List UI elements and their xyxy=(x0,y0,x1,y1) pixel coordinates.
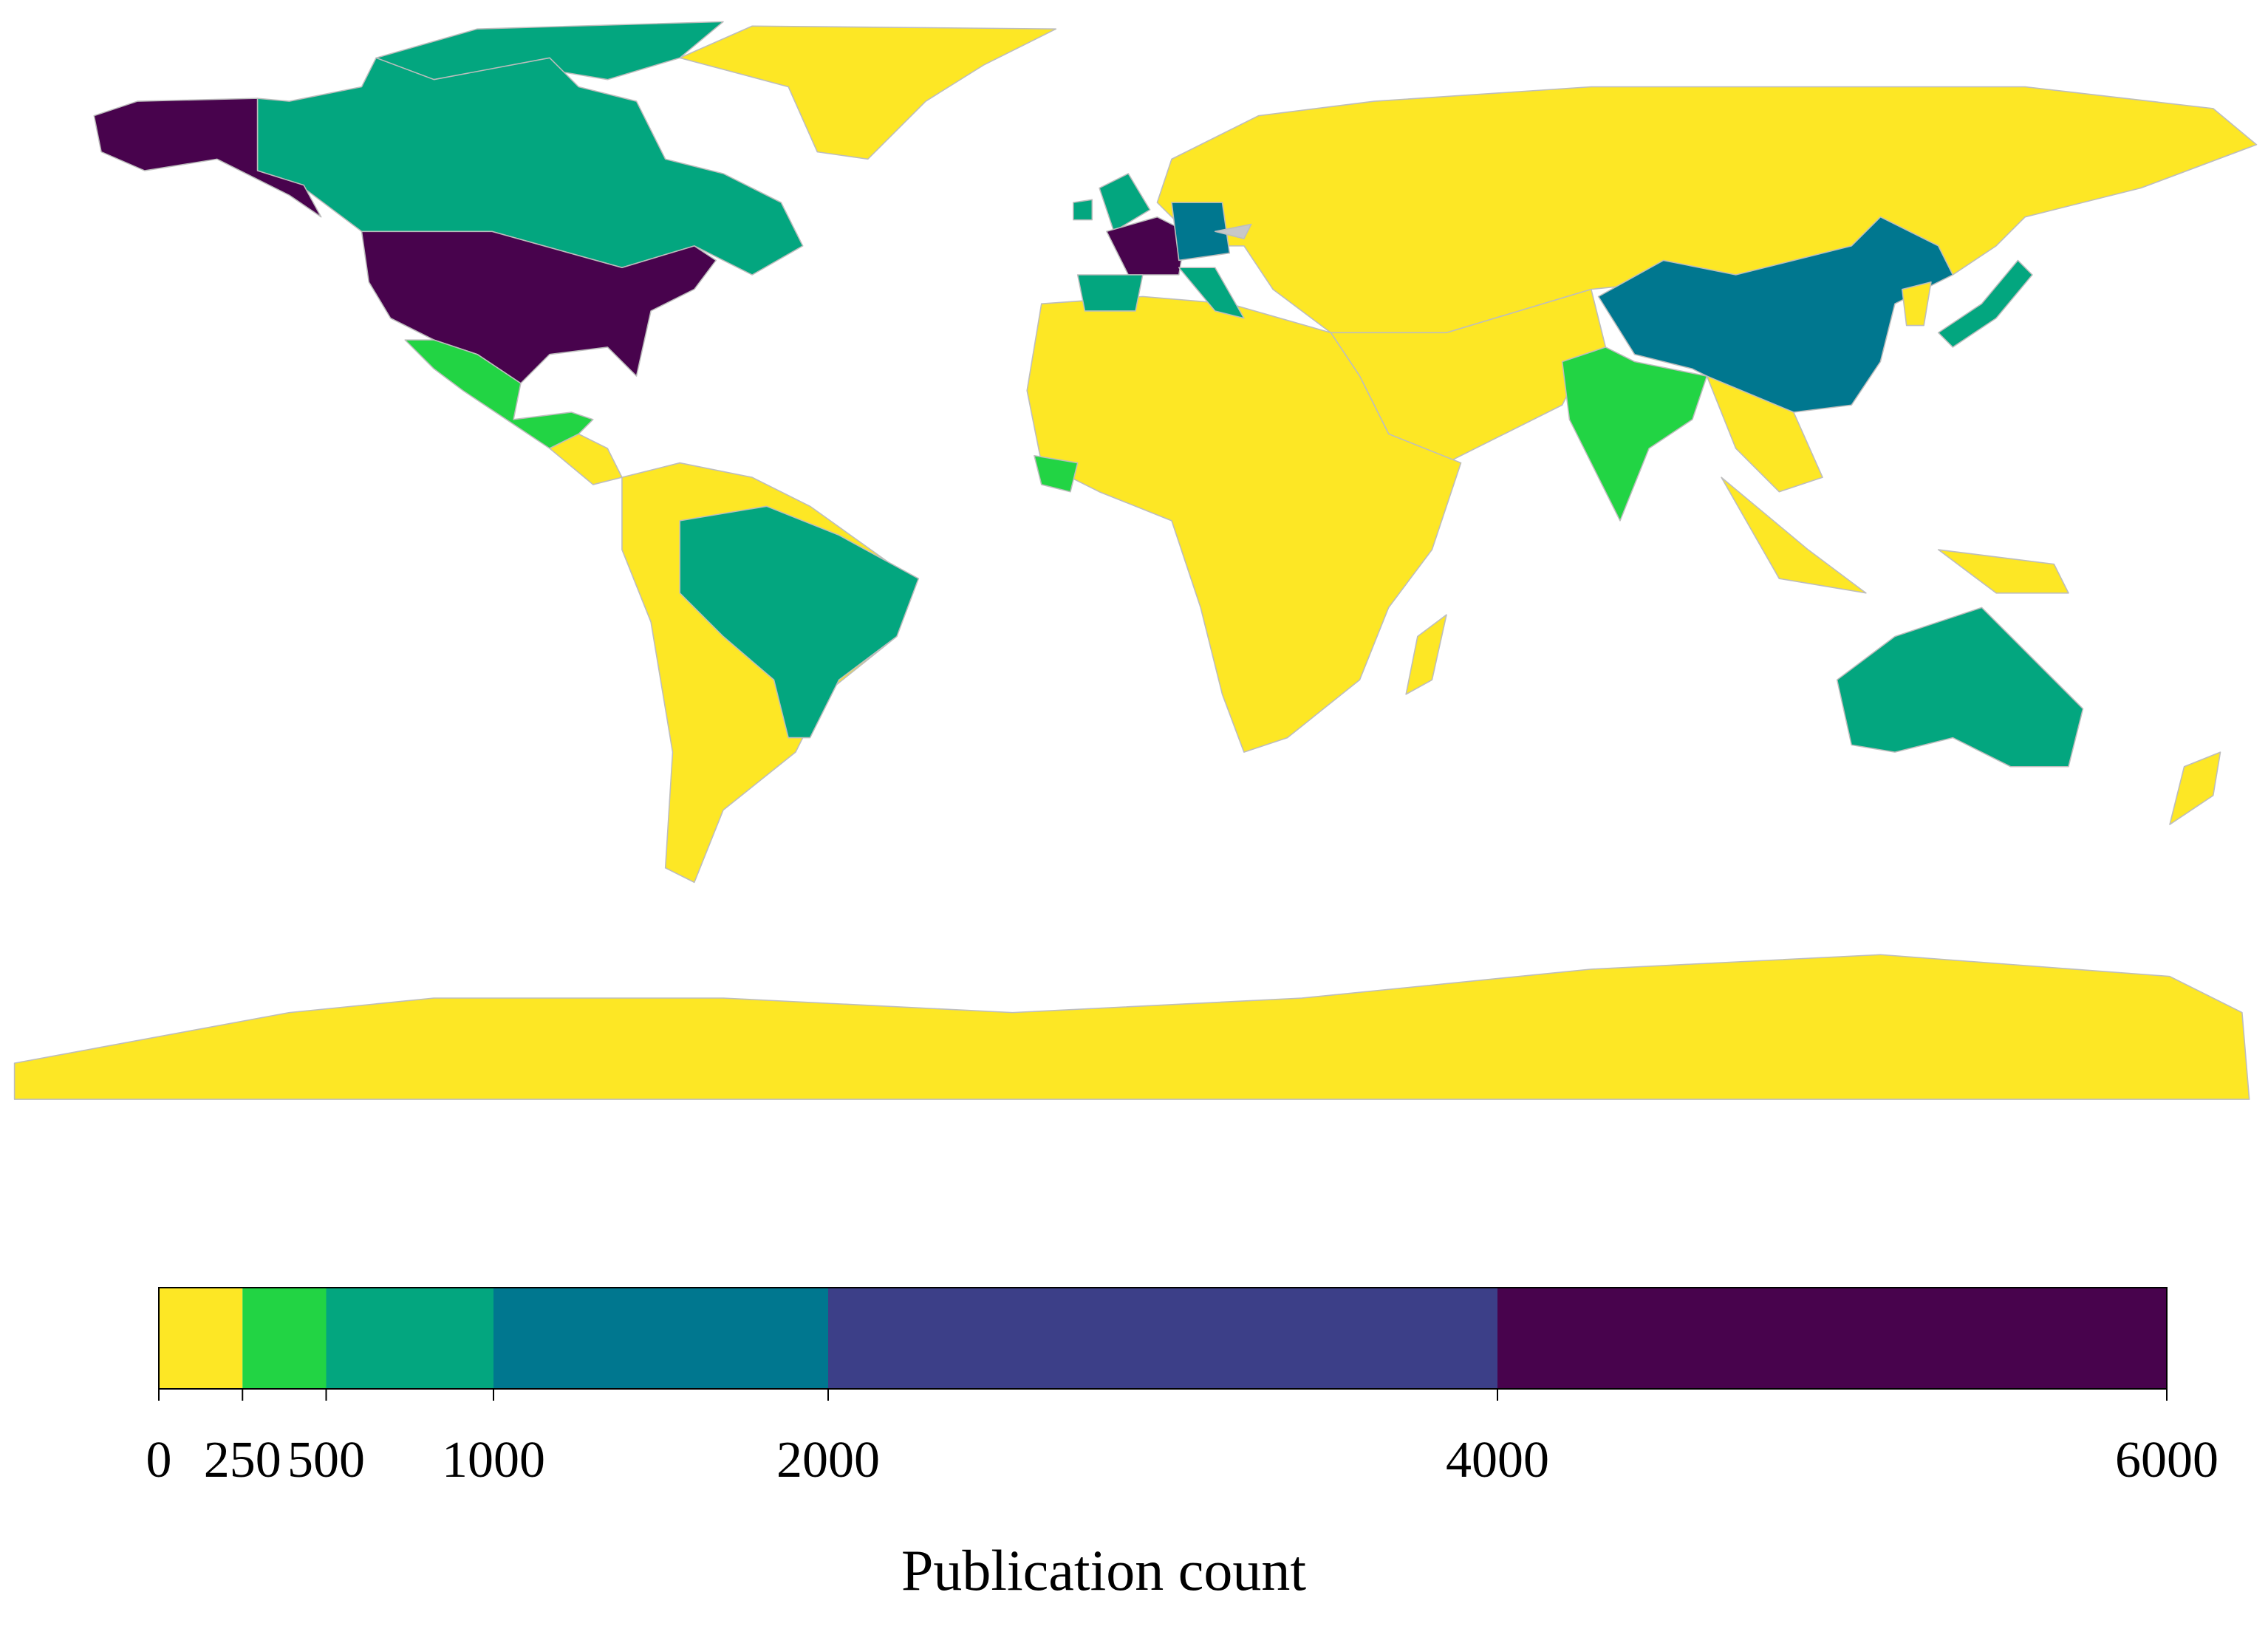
region xyxy=(1721,476,1867,594)
x-tick-label: 4000 xyxy=(1446,1432,1549,1489)
colorbar-segment xyxy=(242,1288,327,1389)
region xyxy=(1034,454,1079,493)
colorbar-segment xyxy=(493,1288,828,1389)
world-map xyxy=(13,21,2258,1100)
region xyxy=(93,98,322,218)
x-tick-label: 1000 xyxy=(442,1432,545,1489)
x-axis-label: Publication count xyxy=(901,1538,1306,1602)
region xyxy=(1076,274,1144,312)
colorbar: 0 250 500 1000 2000 4000 6000 xyxy=(146,1287,2219,1489)
x-tick-label: 6000 xyxy=(2115,1432,2219,1489)
region xyxy=(1836,607,2084,768)
region xyxy=(1178,267,1245,319)
region xyxy=(1937,549,2069,594)
colorbar-segment xyxy=(828,1288,1497,1389)
x-tick-label: 0 xyxy=(146,1432,172,1489)
region xyxy=(2169,751,2221,825)
region xyxy=(404,339,594,449)
colorbar-frame xyxy=(158,1287,2168,1390)
region xyxy=(1099,173,1151,233)
region xyxy=(1561,346,1708,522)
region xyxy=(13,954,2250,1100)
colorbar-segment xyxy=(1497,1288,2167,1389)
x-tick-label: 500 xyxy=(287,1432,365,1489)
region xyxy=(679,25,1057,160)
colorbar-segment xyxy=(159,1288,243,1389)
region xyxy=(1214,223,1252,239)
region xyxy=(1937,259,2033,348)
region xyxy=(679,505,920,739)
region xyxy=(1706,375,1823,493)
region xyxy=(1171,202,1231,262)
x-tick-label: 2000 xyxy=(776,1432,880,1489)
region xyxy=(1073,199,1093,221)
region xyxy=(549,433,623,485)
region xyxy=(1405,614,1447,695)
colorbar-segment xyxy=(326,1288,493,1389)
x-tick-label: 250 xyxy=(204,1432,281,1489)
region xyxy=(1026,296,1462,753)
region xyxy=(1901,281,1932,327)
